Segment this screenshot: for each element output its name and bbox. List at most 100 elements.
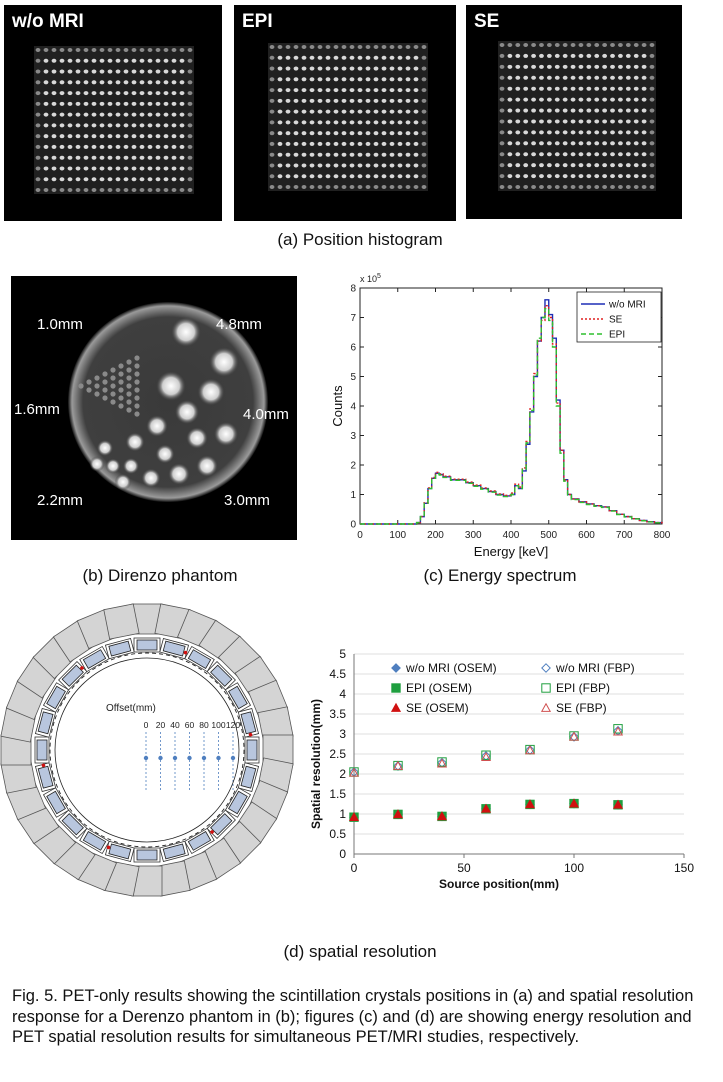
crystal-spot [139, 123, 145, 128]
crystal-spot [171, 166, 177, 171]
crystal-spot [277, 141, 283, 146]
crystal-spot [365, 163, 371, 168]
crystal-spot [51, 155, 57, 160]
crystal-spot [285, 174, 291, 179]
crystal-spot [171, 80, 177, 85]
crystal-spot [309, 174, 315, 179]
crystal-spot [602, 53, 608, 58]
crystal-spot [413, 88, 419, 93]
crystal-spot [155, 177, 161, 182]
crystal-spot [531, 152, 536, 157]
crystal-spot [309, 141, 315, 146]
crystal-spot [107, 177, 113, 182]
inner-module [79, 645, 110, 673]
marker-dot [210, 830, 214, 834]
crystal-spot [67, 177, 73, 182]
crystal-spot [610, 64, 615, 69]
crystal-spot [171, 123, 177, 128]
crystal-spot [139, 69, 145, 74]
crystal-block [36, 739, 48, 761]
crystal-spot [546, 141, 552, 146]
crystal-spot [633, 152, 639, 157]
crystal-spot [531, 86, 536, 91]
y-tick-label: 2 [350, 461, 356, 472]
crystal-spot [75, 69, 81, 74]
crystal-block [246, 739, 258, 761]
crystal-spot [51, 188, 57, 192]
crystal-spot [649, 185, 655, 189]
crystal-spot [341, 98, 347, 103]
crystal-spot [59, 123, 65, 128]
crystal-spot [277, 77, 283, 82]
crystal-spot [59, 155, 65, 160]
crystal-spot [155, 134, 161, 139]
marker-dot [41, 763, 46, 768]
phantom-small-rod [134, 355, 140, 361]
crystal-spot [131, 177, 137, 182]
phantom-small-rod [102, 387, 108, 393]
crystal-spot [139, 80, 145, 85]
crystal-spot [570, 185, 576, 189]
legend-marker [391, 663, 401, 673]
crystal-spot [107, 155, 113, 160]
crystal-spot [131, 58, 137, 63]
crystal-spot [59, 112, 65, 117]
crystal-spot [594, 119, 600, 124]
crystal-spot [91, 188, 97, 192]
crystal-spot [515, 64, 521, 69]
crystal-spot [179, 166, 185, 171]
crystal-spot [147, 134, 153, 139]
crystal-spot [317, 163, 323, 168]
crystal-spot [341, 174, 347, 179]
crystal-spot [35, 91, 41, 96]
crystal-spot [67, 155, 73, 160]
crystal-spot [610, 75, 615, 80]
phantom-small-rod [118, 395, 124, 401]
crystal-spot [179, 112, 185, 117]
crystal-spot [357, 55, 363, 60]
marker-dot [80, 666, 84, 670]
phantom-small-rod [134, 371, 140, 377]
inner-module [184, 827, 215, 855]
crystal-block [187, 831, 212, 851]
crystal-block [210, 664, 233, 687]
crystal-spot [405, 55, 411, 60]
crystal-spot [531, 119, 536, 124]
crystal-spot [515, 185, 521, 189]
y-tick-label: 0.5 [329, 827, 346, 841]
crystal-spot [91, 134, 97, 139]
crystal-spot [381, 109, 387, 114]
crystal-spot [546, 174, 552, 179]
histogram-label: w/o MRI [12, 11, 84, 32]
source-position-dot [201, 755, 207, 761]
crystal-spot [618, 108, 623, 113]
crystal-spot [365, 131, 371, 136]
crystal-spot [602, 130, 608, 135]
crystal-spot [389, 98, 395, 103]
crystal-spot [421, 55, 427, 60]
crystal-spot [163, 80, 169, 85]
crystal-spot [309, 55, 315, 60]
crystal-spot [43, 155, 49, 160]
crystal-spot [139, 177, 145, 182]
crystal-spot [123, 188, 129, 192]
crystal-spot [325, 141, 331, 146]
crystal-spot [341, 185, 347, 189]
crystal-spot [155, 112, 161, 117]
crystal-spot [139, 134, 145, 139]
y-tick-label: 3 [339, 727, 346, 741]
marker-dot [183, 650, 188, 655]
crystal-spot [373, 174, 379, 179]
legend-entry: EPI [609, 330, 625, 341]
crystal-spot [309, 66, 315, 71]
y-tick-label: 1 [339, 807, 346, 821]
crystal-spot [301, 174, 307, 179]
crystal-spot [43, 144, 49, 149]
crystal-spot [51, 80, 57, 85]
crystal-spot [67, 134, 73, 139]
crystal-spot [123, 112, 129, 117]
crystal-spot [187, 177, 193, 182]
crystal-spot [131, 155, 137, 160]
crystal-spot [107, 101, 113, 106]
crystal-spot [523, 97, 529, 102]
